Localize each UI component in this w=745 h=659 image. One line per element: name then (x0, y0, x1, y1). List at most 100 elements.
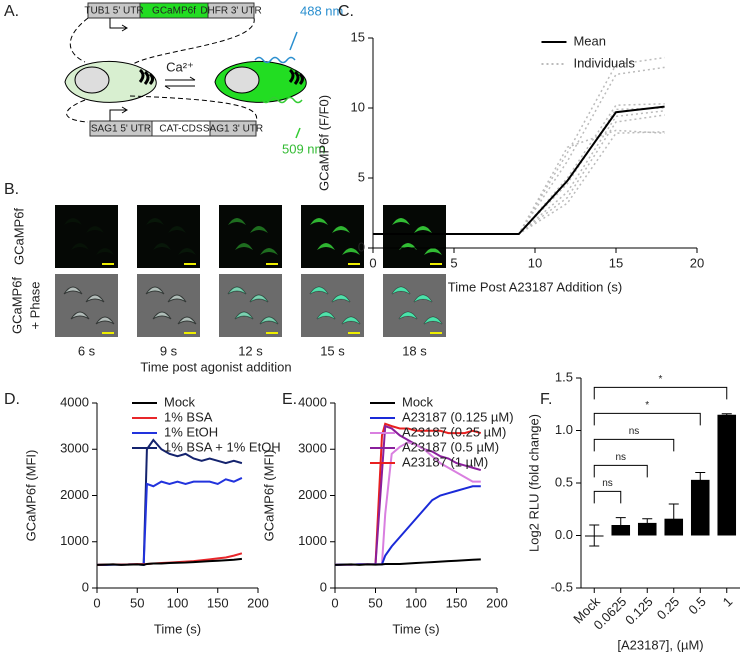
time-label: 12 s (238, 343, 263, 358)
y-tick-label: 3000 (60, 441, 89, 456)
cell-fluor (228, 218, 246, 225)
significance-label: ns (602, 478, 613, 489)
x-axis-title: [A23187], (µM) (617, 637, 703, 652)
cell-fluor (153, 243, 171, 250)
x-tick-label: 150 (446, 595, 468, 610)
micrograph (55, 274, 118, 337)
micrograph (301, 274, 364, 337)
y-tick-label: -0.5 (551, 579, 573, 594)
cell-fluor (250, 295, 268, 302)
significance-label: * (659, 374, 663, 385)
cell-fluor (153, 312, 171, 319)
significance-label: ns (615, 452, 626, 463)
x-tick-label: 0 (369, 255, 376, 270)
cell-fluor (168, 295, 186, 302)
x-tick-label: 20 (690, 255, 704, 270)
significance-bracket (593, 412, 701, 426)
y-tick-label: 0.0 (555, 527, 573, 542)
micrograph (219, 205, 282, 268)
time-label: 9 s (160, 343, 178, 358)
significance-label: ns (629, 426, 640, 437)
panel-label: F. (540, 391, 552, 408)
series-line (334, 485, 481, 566)
row-label: + Phase (27, 281, 42, 329)
cell-fluor (64, 287, 82, 294)
construct-part: SAG1 5' UTR (91, 124, 151, 135)
panel-label: A. (4, 3, 19, 20)
time-label: 15 s (320, 343, 345, 358)
series-line (97, 477, 243, 566)
y-tick-label: 10 (351, 99, 365, 114)
x-tick-label: 150 (207, 595, 229, 610)
construct-part: DHFR 3' UTR (200, 6, 261, 17)
x-tick-label: 100 (167, 595, 189, 610)
significance-bracket (593, 438, 675, 452)
y-tick-label: 4000 (60, 394, 89, 409)
cell-fluor (86, 226, 104, 233)
construct-top (69, 2, 255, 67)
bar (690, 479, 710, 536)
cell-fluor (71, 243, 89, 250)
micrograph (137, 205, 200, 268)
cell-phase (145, 286, 165, 295)
series-line (373, 105, 665, 235)
cell-phase (95, 316, 115, 325)
excitation-label: 488 nm (300, 3, 343, 18)
legend-label: A23187 (0.5 µM) (402, 439, 499, 454)
error-bar (695, 472, 706, 488)
y-tick-label: 0 (320, 579, 327, 594)
error-bar (668, 503, 679, 534)
bar (717, 414, 737, 536)
legend-label: A23187 (0.25 µM) (402, 424, 506, 439)
x-tick-label: 200 (247, 595, 269, 610)
cell-fluor (178, 248, 196, 255)
legend-label: Mean (573, 33, 606, 48)
construct-part: SAG1 3' UTR (203, 124, 263, 135)
legend-label: 1% EtOH (164, 424, 218, 439)
legend-label: Mock (402, 394, 434, 409)
y-axis-title: GCaMP6f (MFI) (23, 450, 38, 542)
panel-label: E. (282, 391, 297, 408)
cell-fluor (86, 295, 104, 302)
x-tick-label: 10 (528, 255, 542, 270)
y-axis-title: Log2 RLU (fold change) (526, 414, 541, 552)
significance-bracket (593, 490, 622, 504)
cell-fluor (399, 312, 417, 319)
y-tick-label: 5 (358, 169, 365, 184)
x-axis-title: Time post agonist addition (140, 359, 291, 374)
x-tick-label: 0 (93, 595, 100, 610)
cell-fluor (424, 248, 442, 255)
cell-fluor (228, 287, 246, 294)
cell-fluor (235, 243, 253, 250)
legend-label: A23187 (1 µM) (402, 454, 488, 469)
y-tick-label: 3000 (298, 441, 327, 456)
x-tick-label: 50 (130, 595, 144, 610)
legend-label: 1% BSA + 1% EtOH (164, 439, 281, 454)
micrograph (55, 205, 118, 268)
y-tick-label: 0.5 (555, 474, 573, 489)
cell-fluor (146, 218, 164, 225)
x-tick-label: 0.125 (622, 594, 656, 628)
construct-part: GCaMP6f (152, 6, 196, 17)
series-line (96, 557, 243, 566)
y-tick-label: 0 (82, 579, 89, 594)
legend-label: Individuals (573, 55, 635, 70)
cell-phase (167, 294, 187, 303)
y-tick-label: 2000 (298, 487, 327, 502)
construct-bottom (89, 106, 257, 137)
x-axis-title: Time Post A23187 Addition (s) (448, 279, 622, 294)
cell-fluor (414, 295, 432, 302)
cell-fluor (178, 317, 196, 324)
cell-phase (177, 316, 197, 325)
cell-fluor (168, 226, 186, 233)
cell-fluor (392, 218, 410, 225)
y-tick-label: 15 (351, 29, 365, 44)
row-label: GCaMP6f (9, 277, 24, 334)
cell-fluor (235, 312, 253, 319)
cell-fluor (260, 317, 278, 324)
micrograph (137, 274, 200, 337)
bar (637, 522, 657, 536)
panel-label: C. (338, 3, 354, 20)
cell-phase (152, 311, 172, 320)
cell-phase (85, 294, 105, 303)
